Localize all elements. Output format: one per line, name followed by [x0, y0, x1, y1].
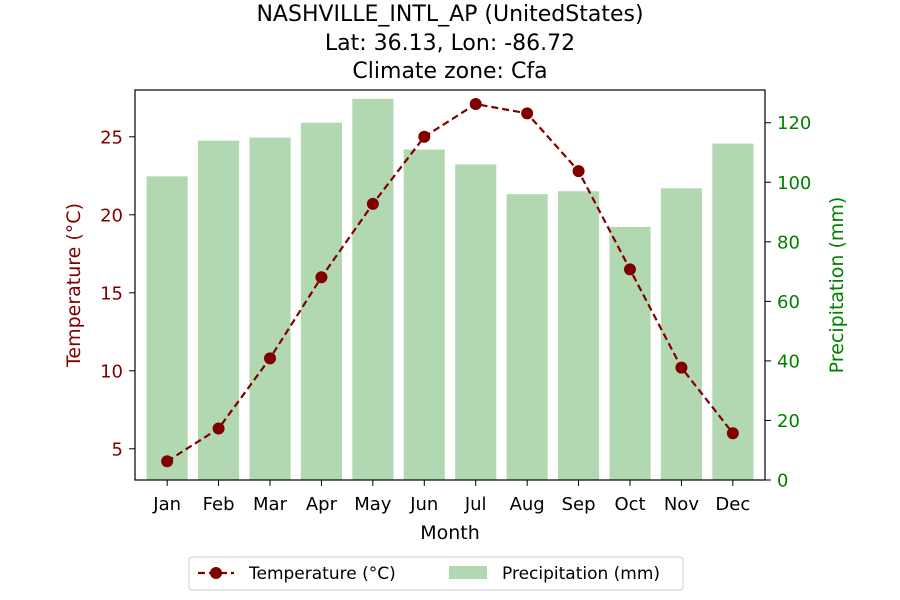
temperature-line [161, 98, 739, 468]
precipitation-bar-may [352, 98, 394, 481]
temperature-axis: 5 10 15 20 25 [100, 127, 135, 460]
temperature-point-jun [418, 130, 431, 143]
legend-temperature-label: Temperature (°C) [248, 564, 396, 584]
precipitation-tick-label: 40 [777, 351, 800, 372]
precipitation-axis: 0 20 40 60 80 100 120 [765, 113, 811, 492]
plot-frame [134, 89, 766, 481]
precipitation-bar-jun [403, 149, 445, 481]
temperature-axis-label: Temperature (°C) [63, 203, 85, 368]
temperature-point-jan [161, 455, 174, 468]
month-tick-label-mar: Mar [253, 494, 288, 515]
month-tick-label-sep: Sep [562, 494, 596, 515]
month-tick-label-jun: Jun [409, 494, 438, 515]
precipitation-tick-label: 0 [777, 471, 788, 492]
month-tick-label-jul: Jul [464, 494, 487, 515]
month-tick-label-oct: Oct [614, 494, 645, 515]
title-station: NASHVILLE_INTL_AP (UnitedStates) [256, 2, 643, 27]
title-climate-zone: Climate zone: Cfa [352, 59, 547, 84]
temperature-point-nov [675, 361, 688, 374]
month-tick-label-aug: Aug [510, 494, 545, 515]
month-axis: Jan Feb Mar Apr May Jun Jul Aug Sep Oct Nov Dec [152, 480, 750, 515]
temperature-tick-label: 25 [100, 127, 123, 148]
month-tick-label-dec: Dec [715, 494, 750, 515]
month-tick-label-may: May [354, 494, 392, 515]
precipitation-bar-apr [300, 122, 342, 480]
temperature-point-apr [315, 271, 328, 284]
precipitation-tick-label: 120 [777, 113, 811, 134]
month-tick-label-apr: Apr [306, 494, 338, 515]
legend-precipitation-swatch [449, 566, 487, 579]
precipitation-tick-label: 80 [777, 232, 800, 253]
legend-box [188, 556, 684, 591]
temperature-point-dec [726, 427, 739, 440]
precipitation-axis-label: Precipitation (mm) [826, 197, 848, 374]
precipitation-bar-mar [249, 137, 291, 480]
legend: Temperature (°C) Precipitation (mm) [188, 556, 684, 591]
precipitation-bar-dec [712, 143, 754, 480]
precipitation-bar-sep [558, 191, 600, 480]
temperature-point-jul [469, 98, 482, 111]
title-coordinates: Lat: 36.13, Lon: -86.72 [325, 31, 575, 56]
legend-temperature-marker [210, 567, 222, 579]
chart-title: NASHVILLE_INTL_AP (UnitedStates) Lat: 36… [256, 2, 643, 84]
precipitation-tick-label: 60 [777, 292, 800, 313]
temperature-point-aug [521, 107, 534, 120]
temperature-point-sep [572, 165, 585, 178]
precipitation-tick-label: 100 [777, 173, 811, 194]
temperature-point-oct [624, 263, 636, 276]
precipitation-bar-jan [146, 176, 188, 480]
temperature-point-may [366, 197, 379, 210]
precipitation-tick-label: 20 [777, 411, 800, 432]
temperature-point-mar [264, 352, 276, 365]
temperature-point-feb [212, 422, 225, 435]
legend-precipitation-label: Precipitation (mm) [502, 564, 660, 584]
precipitation-bars [146, 98, 754, 481]
x-axis-label: Month [420, 522, 480, 544]
month-tick-label-feb: Feb [203, 494, 235, 515]
temperature-tick-label: 5 [112, 439, 123, 460]
temperature-series-line [166, 102, 734, 463]
month-tick-label-jan: Jan [152, 494, 181, 515]
precipitation-bar-aug [506, 194, 548, 480]
temperature-tick-label: 10 [100, 361, 123, 382]
temperature-tick-label: 15 [100, 283, 123, 304]
month-tick-label-nov: Nov [664, 494, 699, 515]
precipitation-bar-jul [455, 164, 497, 480]
temperature-tick-label: 20 [100, 205, 123, 226]
precipitation-bar-nov [660, 188, 702, 481]
